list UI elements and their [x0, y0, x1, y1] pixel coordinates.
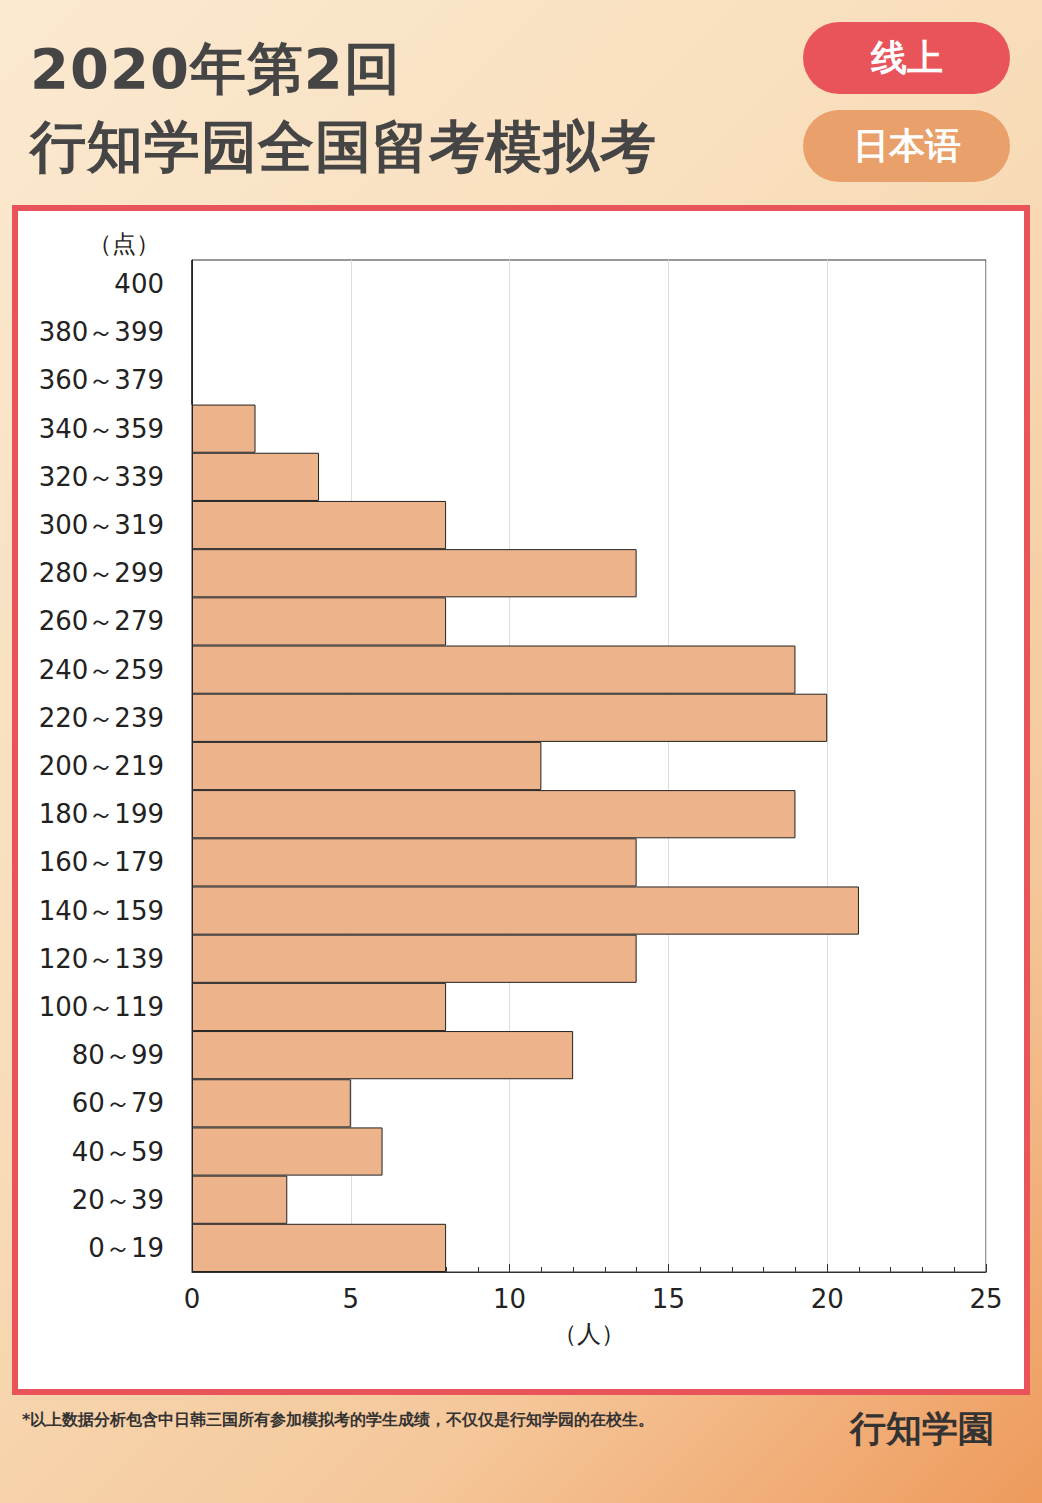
svg-text:260～279: 260～279 — [39, 606, 164, 636]
svg-text:60～79: 60～79 — [72, 1088, 164, 1118]
svg-text:240～259: 240～259 — [39, 655, 164, 685]
svg-text:380～399: 380～399 — [39, 317, 164, 347]
svg-text:（人）: （人） — [553, 1320, 625, 1348]
svg-text:（点）: （点） — [88, 230, 160, 258]
svg-text:10: 10 — [493, 1284, 526, 1314]
svg-text:80～99: 80～99 — [72, 1040, 164, 1070]
html-text:日本语: 日本语 — [852, 125, 961, 166]
html-text:2020年第2回: 2020年第2回 — [30, 36, 401, 101]
html-text:行知学園: 行知学園 — [850, 1407, 994, 1449]
svg-text:20～39: 20～39 — [72, 1185, 164, 1215]
svg-text:100～119: 100～119 — [39, 992, 164, 1022]
svg-text:320～339: 320～339 — [39, 462, 164, 492]
svg-text:120～139: 120～139 — [39, 944, 164, 974]
svg-text:0～19: 0～19 — [88, 1233, 164, 1263]
svg-text:340～359: 340～359 — [39, 414, 164, 444]
html-text:行知学园全国留考模拟考: 行知学园全国留考模拟考 — [30, 114, 657, 179]
svg-text:280～299: 280～299 — [39, 558, 164, 588]
html-text:*以上数据分析包含中日韩三国所有参加模拟考的学生成绩，不仅仅: *以上数据分析包含中日韩三国所有参加模拟考的学生成绩，不仅仅是行知学园的在校生。 — [22, 1410, 655, 1429]
svg-text:160～179: 160～179 — [39, 847, 164, 877]
svg-text:20: 20 — [811, 1284, 844, 1314]
svg-text:140～159: 140～159 — [39, 896, 164, 926]
svg-text:40～59: 40～59 — [72, 1137, 164, 1167]
svg-text:15: 15 — [652, 1284, 685, 1314]
svg-text:220～239: 220～239 — [39, 703, 164, 733]
svg-text:200～219: 200～219 — [39, 751, 164, 781]
svg-text:0: 0 — [184, 1284, 201, 1314]
svg-text:300～319: 300～319 — [39, 510, 164, 540]
html-text:线上: 线上 — [870, 37, 943, 78]
svg-text:400: 400 — [114, 269, 164, 299]
svg-text:5: 5 — [343, 1284, 360, 1314]
svg-text:180～199: 180～199 — [39, 799, 164, 829]
svg-text:360～379: 360～379 — [39, 365, 164, 395]
svg-text:25: 25 — [969, 1284, 1002, 1314]
